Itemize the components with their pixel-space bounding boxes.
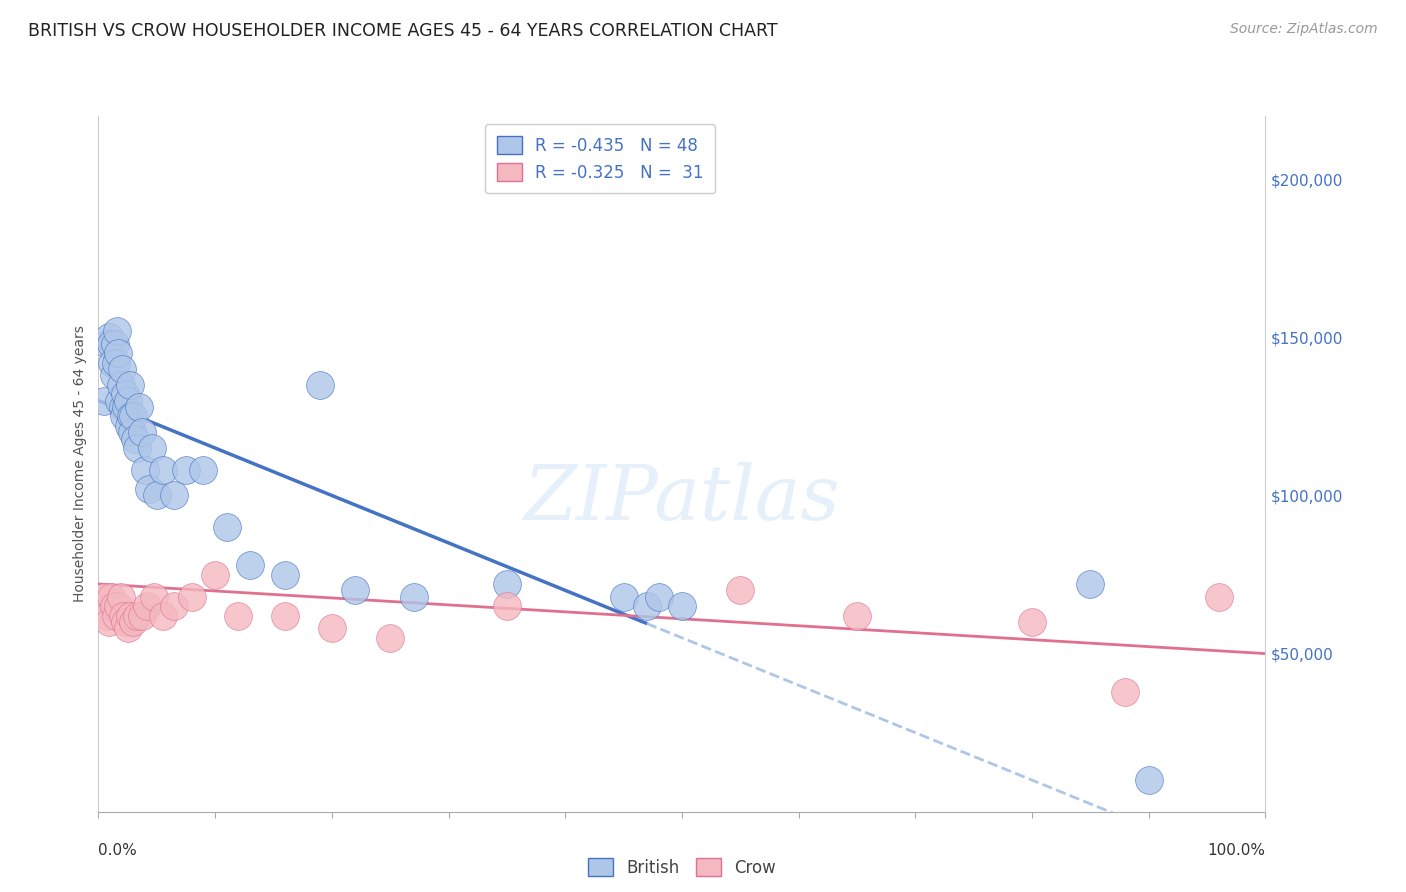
Point [239,558,262,572]
Text: 100.0%: 100.0% [1208,843,1265,858]
Point [105,324,128,338]
Point [112,409,135,424]
Point [136,599,159,614]
Text: 0.0%: 0.0% [98,843,138,858]
Point [671,599,693,614]
Point [134,463,156,477]
Point [228,608,250,623]
Point [378,631,402,645]
Point [96,336,118,351]
Point [495,577,517,591]
Point [138,482,160,496]
Point [118,377,141,392]
Point [104,336,127,351]
Point [97,615,120,629]
Point [131,425,153,440]
Point [647,590,669,604]
Point [846,608,869,623]
Point [152,463,174,477]
Point [100,590,122,604]
Point [111,362,134,376]
Point [110,590,132,604]
Point [152,608,174,623]
Point [1137,773,1160,788]
Point [1021,615,1043,629]
Point [180,590,202,604]
Point [124,432,146,446]
Point [1080,577,1102,591]
Point [1208,590,1230,604]
Text: Source: ZipAtlas.com: Source: ZipAtlas.com [1230,22,1378,37]
Point [103,368,125,383]
Point [344,583,367,598]
Point [104,356,127,370]
Point [111,608,134,623]
Point [128,400,150,414]
Point [204,567,226,582]
Y-axis label: Householder Income Ages 45 - 64 years: Householder Income Ages 45 - 64 years [73,326,87,602]
Point [115,400,138,414]
Point [495,599,517,614]
Point [122,409,145,424]
Point [125,441,148,455]
Point [636,599,658,614]
Point [93,590,115,604]
Point [122,615,145,629]
Text: ZIPatlas: ZIPatlas [523,462,841,535]
Point [131,608,153,623]
Point [114,615,136,629]
Point [114,387,136,401]
Point [96,608,118,623]
Point [163,599,186,614]
Point [118,608,141,623]
Point [120,409,142,424]
Point [174,463,197,477]
Point [118,418,141,433]
Point [97,330,120,344]
Point [274,608,297,623]
Point [111,400,134,414]
Point [107,599,129,614]
Point [117,621,139,635]
Point [321,621,343,635]
Text: BRITISH VS CROW HOUSEHOLDER INCOME AGES 45 - 64 YEARS CORRELATION CHART: BRITISH VS CROW HOUSEHOLDER INCOME AGES … [28,22,778,40]
Point [110,377,132,392]
Point [309,377,332,392]
Point [730,583,752,598]
Point [274,567,297,582]
Point [108,393,131,408]
Point [103,599,125,614]
Point [117,393,139,408]
Point [1114,684,1136,698]
Point [143,590,166,604]
Point [125,608,148,623]
Point [146,488,169,502]
Point [193,463,215,477]
Point [215,520,238,534]
Point [93,393,115,408]
Point [121,425,143,440]
Point [402,590,425,604]
Legend: British, Crow: British, Crow [581,851,783,883]
Point [613,590,636,604]
Point [107,346,129,360]
Point [104,608,127,623]
Point [101,356,124,370]
Point [100,336,122,351]
Point [163,488,186,502]
Point [141,441,163,455]
